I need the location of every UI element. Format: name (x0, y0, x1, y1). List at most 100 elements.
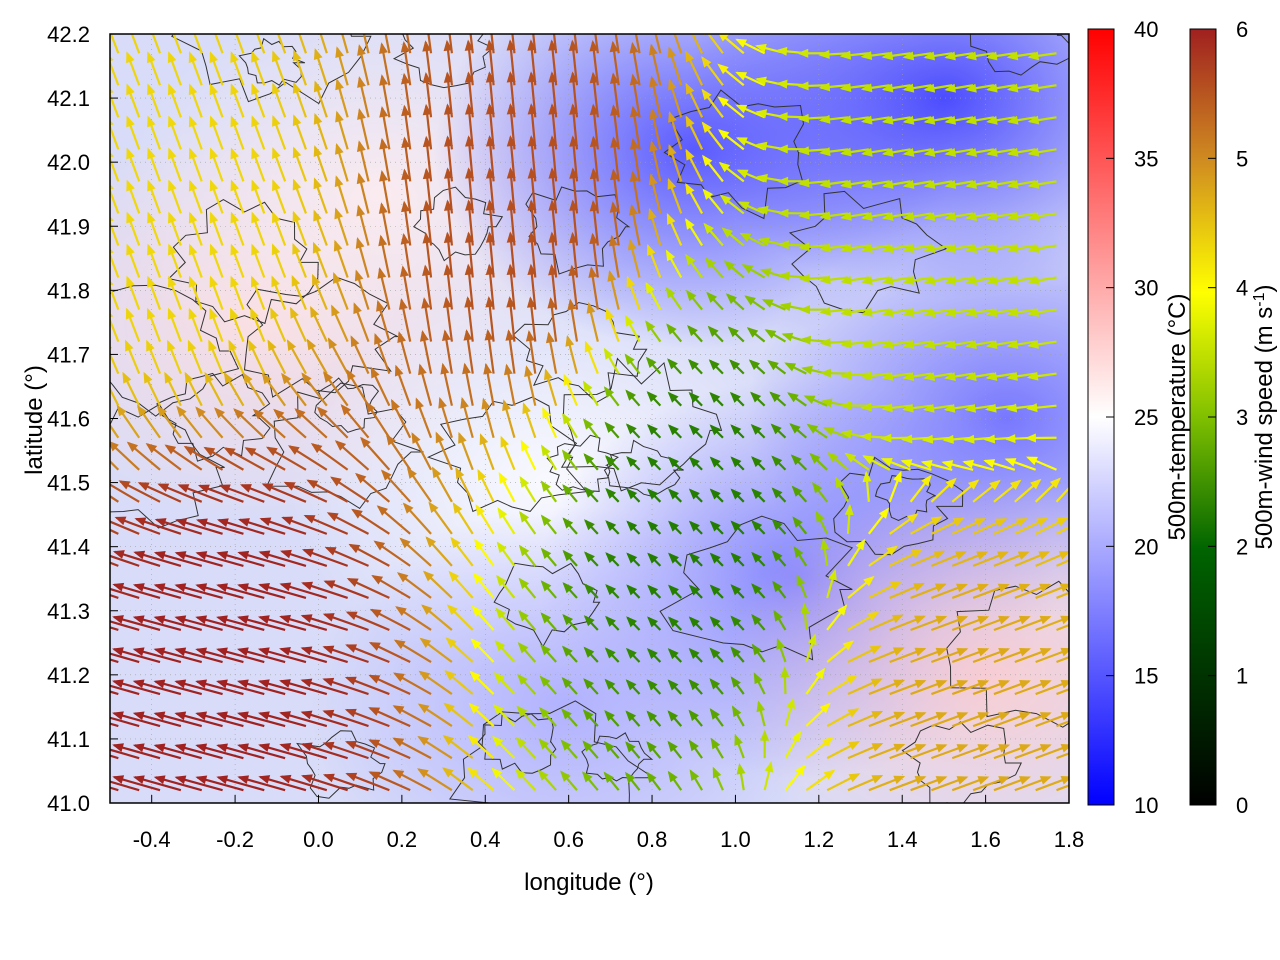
wind-vector (586, 302, 599, 342)
wind-vector (868, 775, 906, 792)
wind-vector (648, 43, 662, 86)
wind-vector (153, 775, 203, 792)
wind-vector (685, 289, 703, 311)
wind-vector (467, 735, 495, 759)
wind-vector (647, 488, 662, 503)
wind-vector (301, 581, 349, 599)
wind-vector (861, 179, 890, 189)
wind-vector (216, 679, 265, 696)
wind-vector (704, 257, 724, 279)
wind-vector (805, 667, 826, 695)
wind-vector (688, 647, 703, 663)
wind-vector (340, 403, 370, 439)
wind-vector (605, 615, 620, 631)
wind-vector (279, 774, 328, 792)
wind-vector (625, 710, 641, 727)
wind-vector (272, 179, 287, 214)
wind-vector (889, 711, 927, 728)
wind-vector (183, 445, 224, 471)
wind-vector (584, 519, 599, 535)
wind-vector (481, 397, 495, 439)
wind-vector (428, 501, 453, 535)
wind-vector (647, 616, 662, 631)
wind-vector (629, 137, 641, 182)
wind-vector (110, 684, 140, 696)
wind-vector (126, 275, 141, 310)
wind-vector (751, 456, 766, 471)
wind-vector (397, 331, 412, 374)
wind-vector (292, 242, 307, 278)
wind-vector (625, 423, 641, 439)
wind-vector (776, 144, 807, 154)
colorbar-tick-label: 4 (1236, 276, 1248, 301)
wind-vector (229, 307, 245, 342)
wind-vector (526, 296, 537, 342)
wind-vector (469, 34, 474, 54)
wind-vector (418, 670, 453, 695)
wind-vector (965, 51, 995, 61)
wind-colorbar-ticks: 0 1 2 3 4 5 6 (1208, 17, 1248, 818)
wind-vector (902, 244, 932, 253)
wind-vector (993, 583, 1031, 599)
wind-vector (235, 34, 245, 54)
wind-vector (237, 583, 286, 599)
wind-vector (392, 705, 432, 728)
colorbar-tick-label: 15 (1134, 664, 1158, 689)
wind-vector (751, 643, 766, 663)
wind-vector (931, 776, 969, 792)
wind-vector (132, 583, 182, 599)
wind-vector (110, 441, 140, 471)
wind-vector (753, 672, 766, 695)
wind-vector (395, 606, 432, 631)
wind-vector (261, 483, 307, 503)
wind-vector (193, 34, 203, 54)
wind-vector (167, 275, 182, 310)
wind-vector (1035, 776, 1069, 792)
wind-vector (237, 775, 286, 792)
wind-vector (157, 483, 203, 503)
wind-vector (634, 34, 641, 54)
wind-vector (357, 44, 370, 86)
wind-vector (379, 105, 391, 150)
wind-vector (1006, 244, 1036, 253)
wind-vector (902, 83, 932, 93)
wind-vector (900, 459, 932, 471)
wind-vector (502, 399, 516, 439)
wind-vector (826, 708, 860, 728)
wind-vector (607, 269, 620, 310)
wind-vector (881, 340, 911, 349)
wind-vector (188, 83, 203, 118)
wind-vector (603, 386, 620, 407)
wind-vector (431, 466, 453, 503)
wind-vector (902, 51, 932, 61)
wind-vector (153, 743, 203, 760)
wind-vector (1056, 720, 1069, 728)
wind-vector (1014, 551, 1051, 567)
wind-vector (730, 552, 745, 567)
wind-vector (516, 705, 537, 727)
colorbar-tick-label: 1 (1236, 664, 1248, 689)
wind-vector (312, 241, 328, 278)
terrain-contour (167, 199, 319, 325)
temperature-region (433, 34, 954, 350)
wind-vector (525, 329, 537, 374)
wind-vector (583, 678, 599, 695)
wind-vector (393, 672, 432, 696)
wind-vector (944, 276, 974, 286)
wind-vector (1014, 517, 1049, 535)
wind-vector (110, 520, 140, 535)
wind-vector (401, 104, 412, 150)
wind-vector (1056, 784, 1069, 792)
wind-vector (827, 451, 849, 471)
wind-vector (110, 658, 119, 664)
wind-vector (776, 637, 787, 663)
wind-vector (334, 440, 370, 471)
wind-vector (965, 244, 995, 253)
wind-vector (609, 72, 620, 118)
wind-vector (540, 514, 558, 535)
wind-vector (840, 307, 870, 317)
wind-vector (345, 740, 390, 760)
wind-vector (944, 51, 974, 61)
wind-vector (629, 203, 641, 246)
